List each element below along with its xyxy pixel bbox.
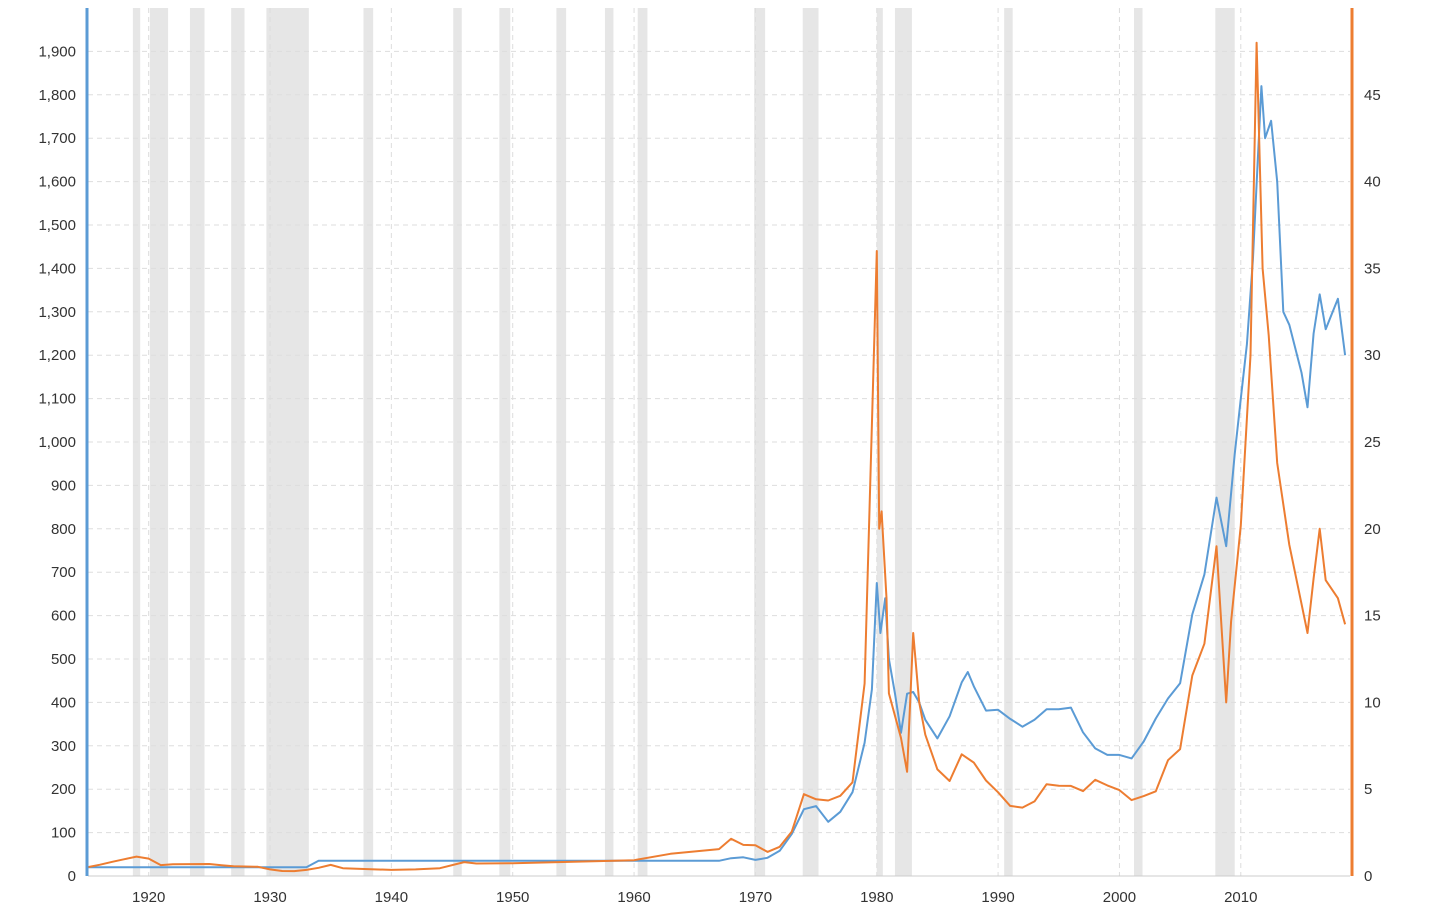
left-tick-label: 900 [51,477,76,494]
shaded-period [637,8,648,876]
left-tick-label: 300 [51,738,76,755]
left-tick-label: 1,700 [38,130,76,147]
series-line-right [87,41,1347,873]
x-tick-label: 1950 [496,889,529,905]
x-tick-label: 1960 [617,889,650,905]
left-tick-label: 600 [51,608,76,625]
x-tick-label: 1940 [375,889,408,905]
right-tick-label: 20 [1364,521,1381,538]
shaded-period [556,8,567,876]
series-lines [87,41,1347,873]
left-tick-label: 1,300 [38,304,76,321]
gridlines [88,8,1350,876]
right-tick-label: 30 [1364,347,1381,364]
x-tick-label: 2010 [1224,889,1257,905]
left-tick-label: 400 [51,694,76,711]
left-tick-label: 0 [68,868,76,885]
shaded-period [1134,8,1143,876]
left-tick-label: 500 [51,651,76,668]
left-tick-label: 1,900 [38,43,76,60]
shaded-period [754,8,766,876]
x-tick-label: 1930 [253,889,286,905]
left-tick-label: 1,400 [38,260,76,277]
x-tick-label: 1920 [132,889,165,905]
left-tick-label: 1,500 [38,217,76,234]
shaded-period [604,8,614,876]
right-tick-label: 0 [1364,868,1372,885]
left-tick-label: 700 [51,564,76,581]
series-line-left [88,85,1347,869]
left-tick-label: 1,100 [38,391,76,408]
left-tick-label: 1,200 [38,347,76,364]
axes [85,8,1354,877]
right-tick-label: 40 [1364,174,1381,191]
left-tick-label: 1,600 [38,174,76,191]
x-tick-label: 1990 [981,889,1014,905]
x-tick-label: 2000 [1103,889,1136,905]
right-tick-label: 15 [1364,608,1381,625]
left-tick-label: 800 [51,521,76,538]
left-tick-label: 1,800 [38,87,76,104]
shaded-period [876,8,883,876]
left-tick-label: 200 [51,781,76,798]
right-tick-label: 10 [1364,694,1381,711]
right-tick-label: 5 [1364,781,1372,798]
right-tick-label: 35 [1364,260,1381,277]
right-tick-label: 25 [1364,434,1381,451]
left-tick-label: 1,000 [38,434,76,451]
left-tick-label: 100 [51,825,76,842]
x-tick-label: 1970 [739,889,772,905]
right-tick-label: 45 [1364,87,1381,104]
tick-labels: 01002003004005006007008009001,0001,1001,… [38,43,1381,906]
x-tick-label: 1980 [860,889,893,905]
